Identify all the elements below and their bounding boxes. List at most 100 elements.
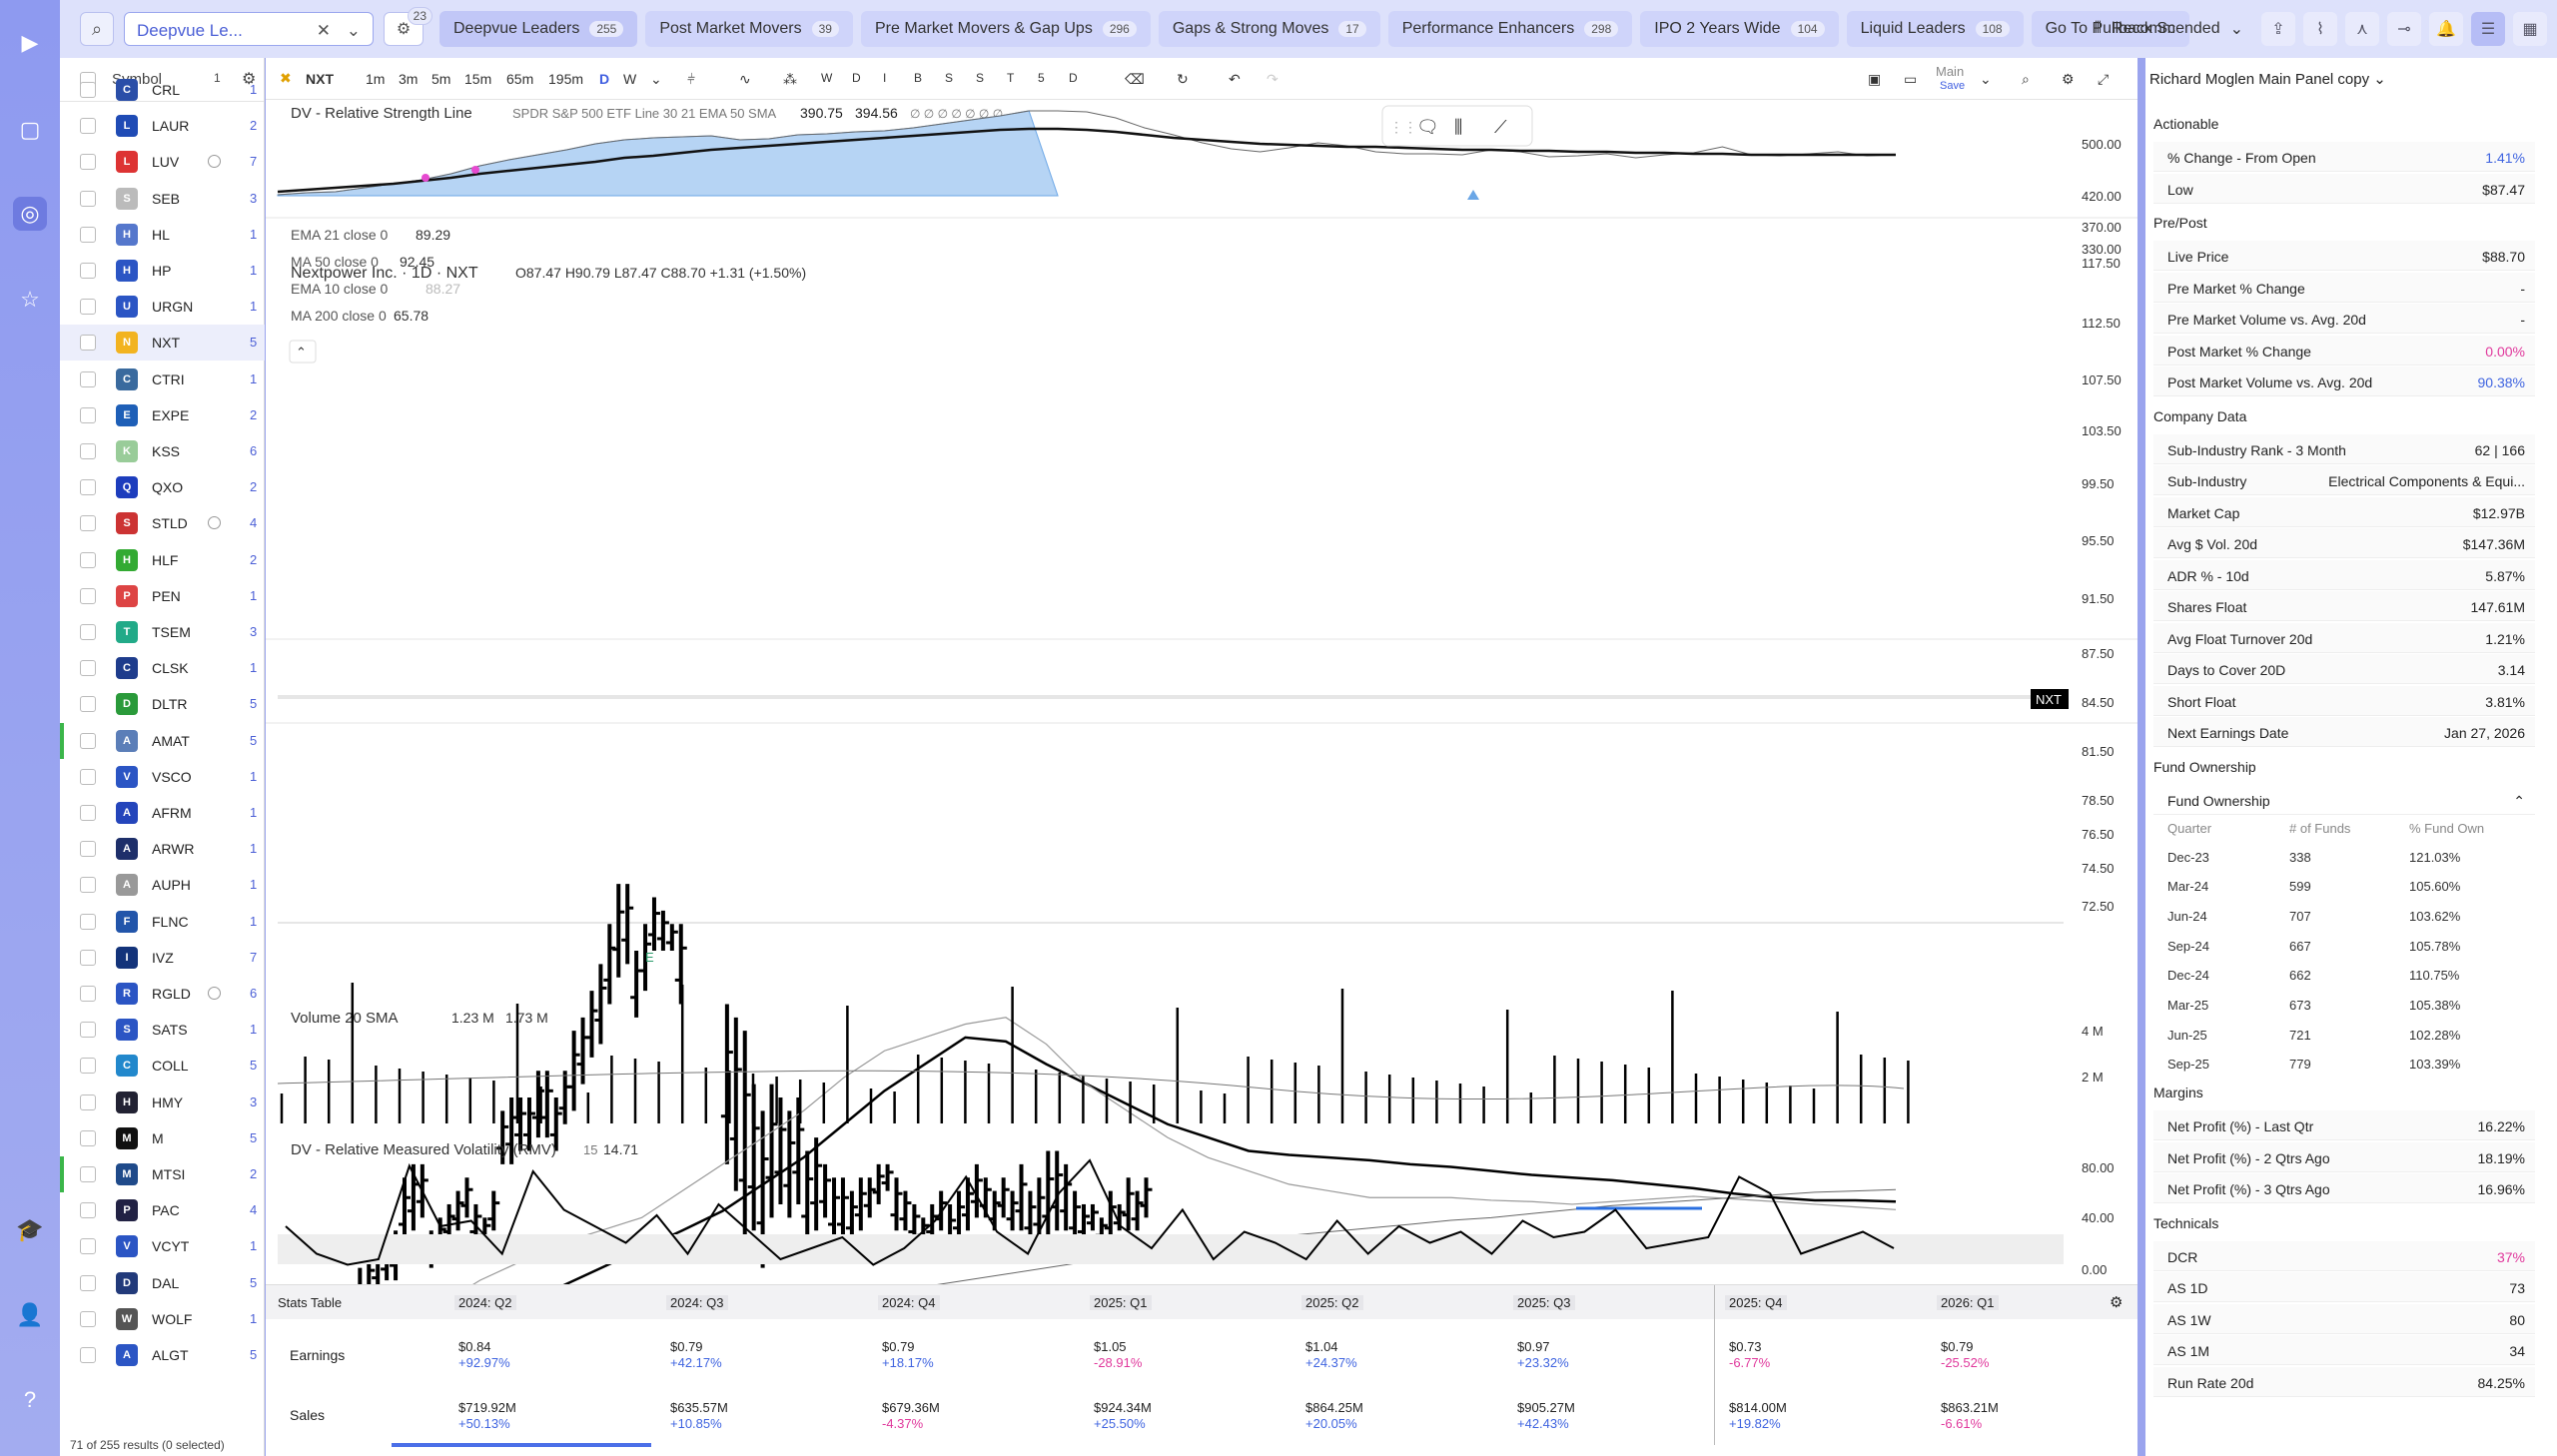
screen-tab[interactable]: IPO 2 Years Wide 104 bbox=[1640, 11, 1839, 47]
row-checkbox[interactable] bbox=[80, 768, 96, 785]
interval-W[interactable]: W bbox=[623, 71, 637, 87]
tool-button[interactable]: 5 bbox=[1038, 71, 1045, 85]
list-item[interactable]: H HP 1 bbox=[60, 253, 265, 289]
bar-type-icon[interactable]: ⫩ bbox=[687, 71, 696, 87]
scrollbar[interactable] bbox=[392, 1443, 651, 1447]
list-item[interactable]: F FLNC 1 bbox=[60, 904, 265, 940]
tool-button[interactable]: S bbox=[976, 71, 985, 85]
list-item[interactable]: H HLF 2 bbox=[60, 542, 265, 578]
list-item[interactable]: N NXT 5 bbox=[60, 325, 265, 362]
tool-button[interactable]: I bbox=[883, 71, 887, 85]
row-checkbox[interactable] bbox=[80, 1274, 96, 1291]
tool-button[interactable]: W bbox=[821, 71, 833, 85]
row-checkbox[interactable] bbox=[80, 841, 96, 858]
row-checkbox[interactable] bbox=[80, 624, 96, 640]
row-checkbox[interactable] bbox=[80, 479, 96, 496]
line-tool-icon[interactable]: ⟋ bbox=[1494, 117, 1507, 137]
chevron-down-icon[interactable]: ⌄ bbox=[1980, 71, 1992, 87]
panel-title[interactable]: Richard Moglen Main Panel copy ⌄ bbox=[2149, 71, 2386, 88]
row-checkbox[interactable] bbox=[80, 696, 96, 713]
templates-icon[interactable]: ⁂ bbox=[783, 71, 797, 87]
undo-icon[interactable]: ↶ bbox=[1229, 71, 1241, 87]
list-item[interactable]: T TSEM 3 bbox=[60, 614, 265, 650]
dashboard-icon[interactable]: ▢ bbox=[19, 117, 41, 142]
screen-tab[interactable]: Go To Pullback Sc bbox=[2031, 11, 2190, 47]
comment-icon[interactable]: 🗨 bbox=[1416, 117, 1439, 137]
list-item[interactable]: L LAUR 2 bbox=[60, 108, 265, 144]
fullscreen-icon[interactable]: ⤢ bbox=[2098, 71, 2110, 87]
list-item[interactable]: V VCYT 1 bbox=[60, 1228, 265, 1264]
row-checkbox[interactable] bbox=[80, 406, 96, 423]
list-item[interactable]: S STLD 4 bbox=[60, 505, 265, 541]
list-item[interactable]: P PAC 4 bbox=[60, 1192, 265, 1228]
row-checkbox[interactable] bbox=[80, 370, 96, 387]
screen-tab[interactable]: Performance Enhancers 298 bbox=[1387, 11, 1633, 47]
screen-tab[interactable]: Liquid Leaders 108 bbox=[1846, 11, 2024, 47]
interval-195m[interactable]: 195m bbox=[548, 71, 584, 87]
list-item[interactable]: A ARWR 1 bbox=[60, 831, 265, 867]
redo-icon[interactable]: ↷ bbox=[1267, 71, 1278, 87]
logo-icon[interactable]: ▶ bbox=[21, 30, 39, 55]
gear-icon[interactable]: ⚙ bbox=[242, 71, 257, 88]
clear-icon[interactable]: ✕ bbox=[316, 21, 331, 40]
list-item[interactable]: C COLL 5 bbox=[60, 1048, 265, 1084]
watchlist-select[interactable]: Deepvue Le... ✕ ⌄ bbox=[124, 12, 374, 46]
row-checkbox[interactable] bbox=[80, 190, 96, 207]
interval-3m[interactable]: 3m bbox=[399, 71, 419, 87]
list-view-icon[interactable]: ☰ bbox=[2471, 12, 2505, 46]
row-checkbox[interactable] bbox=[80, 1058, 96, 1075]
row-checkbox[interactable] bbox=[80, 118, 96, 135]
row-checkbox[interactable] bbox=[80, 949, 96, 966]
candles-icon[interactable]: ⫼ bbox=[1454, 117, 1462, 137]
chart-canvas[interactable]: DV - Relative Strength Line SPDR S&P 500 … bbox=[266, 100, 2137, 1326]
screen-tab[interactable]: Pre Market Movers & Gap Ups 296 bbox=[860, 11, 1151, 47]
drag-handle-icon[interactable]: ⋮⋮ bbox=[1389, 119, 1417, 135]
row-checkbox[interactable] bbox=[80, 443, 96, 459]
eraser-icon[interactable]: ⌫ bbox=[1125, 71, 1145, 87]
chart-symbol[interactable]: NXT bbox=[306, 71, 334, 87]
fund-subheader[interactable]: Fund Ownership ⌃ bbox=[2153, 785, 2535, 815]
search-button[interactable]: ⌕ bbox=[80, 12, 114, 46]
list-item[interactable]: S SATS 1 bbox=[60, 1012, 265, 1048]
interval-5m[interactable]: 5m bbox=[431, 71, 451, 87]
list-item[interactable]: S SEB 3 bbox=[60, 181, 265, 217]
zoom-icon[interactable]: ⌕ bbox=[2022, 71, 2030, 87]
interval-D[interactable]: D bbox=[599, 71, 610, 87]
row-checkbox[interactable] bbox=[80, 335, 96, 352]
learn-icon[interactable]: 🎓 bbox=[16, 1217, 44, 1242]
compare-icon[interactable]: ⋏ bbox=[2345, 12, 2379, 46]
list-item[interactable]: V VSCO 1 bbox=[60, 759, 265, 795]
list-item[interactable]: R RGLD 6 bbox=[60, 976, 265, 1012]
interval-15m[interactable]: 15m bbox=[464, 71, 492, 87]
refresh-icon[interactable]: ↻ bbox=[1177, 71, 1189, 87]
sort-select[interactable]: ⦀ Recommended ⌄ bbox=[2095, 19, 2243, 39]
row-checkbox[interactable] bbox=[80, 986, 96, 1002]
grid-view-icon[interactable]: ▦ bbox=[2513, 12, 2547, 46]
indicator-icon[interactable]: ∿ bbox=[739, 71, 751, 87]
list-item[interactable]: E EXPE 2 bbox=[60, 397, 265, 433]
row-checkbox[interactable] bbox=[80, 877, 96, 894]
list-item[interactable]: D DLTR 5 bbox=[60, 686, 265, 722]
user-icon[interactable]: 👤 bbox=[16, 1302, 44, 1327]
list-item[interactable]: Q QXO 2 bbox=[60, 469, 265, 505]
list-item[interactable]: A ALGT 5 bbox=[60, 1337, 265, 1373]
folder-icon[interactable]: ▭ bbox=[1904, 71, 1918, 87]
layout-name[interactable]: Main bbox=[1936, 64, 1965, 79]
row-checkbox[interactable] bbox=[80, 299, 96, 316]
list-item[interactable]: M MTSI 2 bbox=[60, 1156, 265, 1192]
share-icon[interactable]: ⇪ bbox=[2261, 12, 2295, 46]
row-checkbox[interactable] bbox=[80, 515, 96, 532]
chart-icon[interactable]: ⌇ bbox=[2303, 12, 2337, 46]
list-item[interactable]: H HL 1 bbox=[60, 217, 265, 253]
tool-button[interactable]: B bbox=[914, 71, 923, 85]
tool-button[interactable]: D bbox=[852, 71, 861, 85]
interval-1m[interactable]: 1m bbox=[366, 71, 386, 87]
row-checkbox[interactable] bbox=[80, 551, 96, 568]
list-item[interactable]: C CLSK 1 bbox=[60, 650, 265, 686]
list-item[interactable]: A AFRM 1 bbox=[60, 795, 265, 831]
row-checkbox[interactable] bbox=[80, 1238, 96, 1255]
row-checkbox[interactable] bbox=[80, 82, 96, 98]
list-item[interactable]: L LUV 7 bbox=[60, 144, 265, 180]
filter-button[interactable]: ⚙ 23 bbox=[384, 7, 432, 46]
list-item[interactable]: K KSS 6 bbox=[60, 433, 265, 469]
